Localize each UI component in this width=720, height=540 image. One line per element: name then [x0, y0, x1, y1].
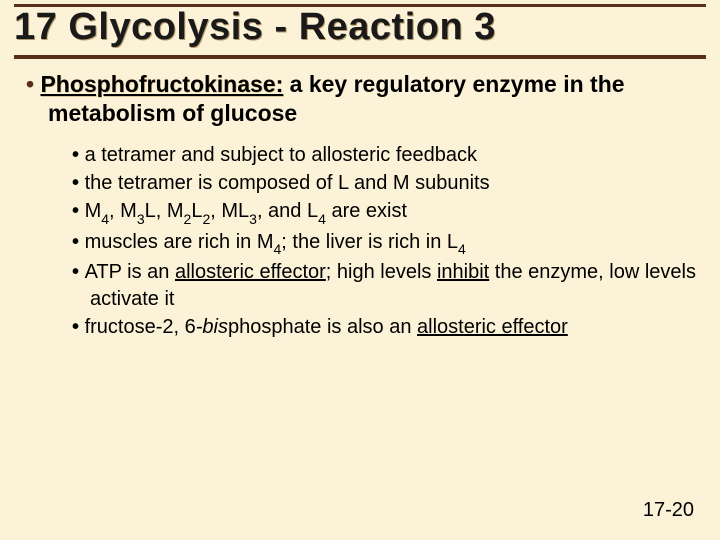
bullet-item: fructose-2, 6-bisphosphate is also an al… — [72, 314, 696, 340]
bullet-item: ATP is an allosteric effector; high leve… — [72, 259, 696, 312]
content-area: • Phosphofructokinase: a key regulatory … — [26, 70, 696, 342]
bullet-item: the tetramer is composed of L and M subu… — [72, 170, 696, 196]
slide-title: 17 Glycolysis - Reaction 3 — [14, 6, 706, 49]
bullet-item: M4, M3L, M2L2, ML3, and L4 are exist — [72, 198, 696, 226]
bullet-item: muscles are rich in M4; the liver is ric… — [72, 229, 696, 257]
lead-bullet: • — [26, 71, 34, 97]
page-number: 17-20 — [643, 499, 694, 522]
lead-line: • Phosphofructokinase: a key regulatory … — [26, 70, 696, 128]
lead-term: Phosphofructokinase: — [40, 71, 283, 97]
bullet-item: a tetramer and subject to allosteric fee… — [72, 142, 696, 168]
bullet-list: a tetramer and subject to allosteric fee… — [26, 142, 696, 341]
top-rule-thick — [14, 55, 706, 59]
